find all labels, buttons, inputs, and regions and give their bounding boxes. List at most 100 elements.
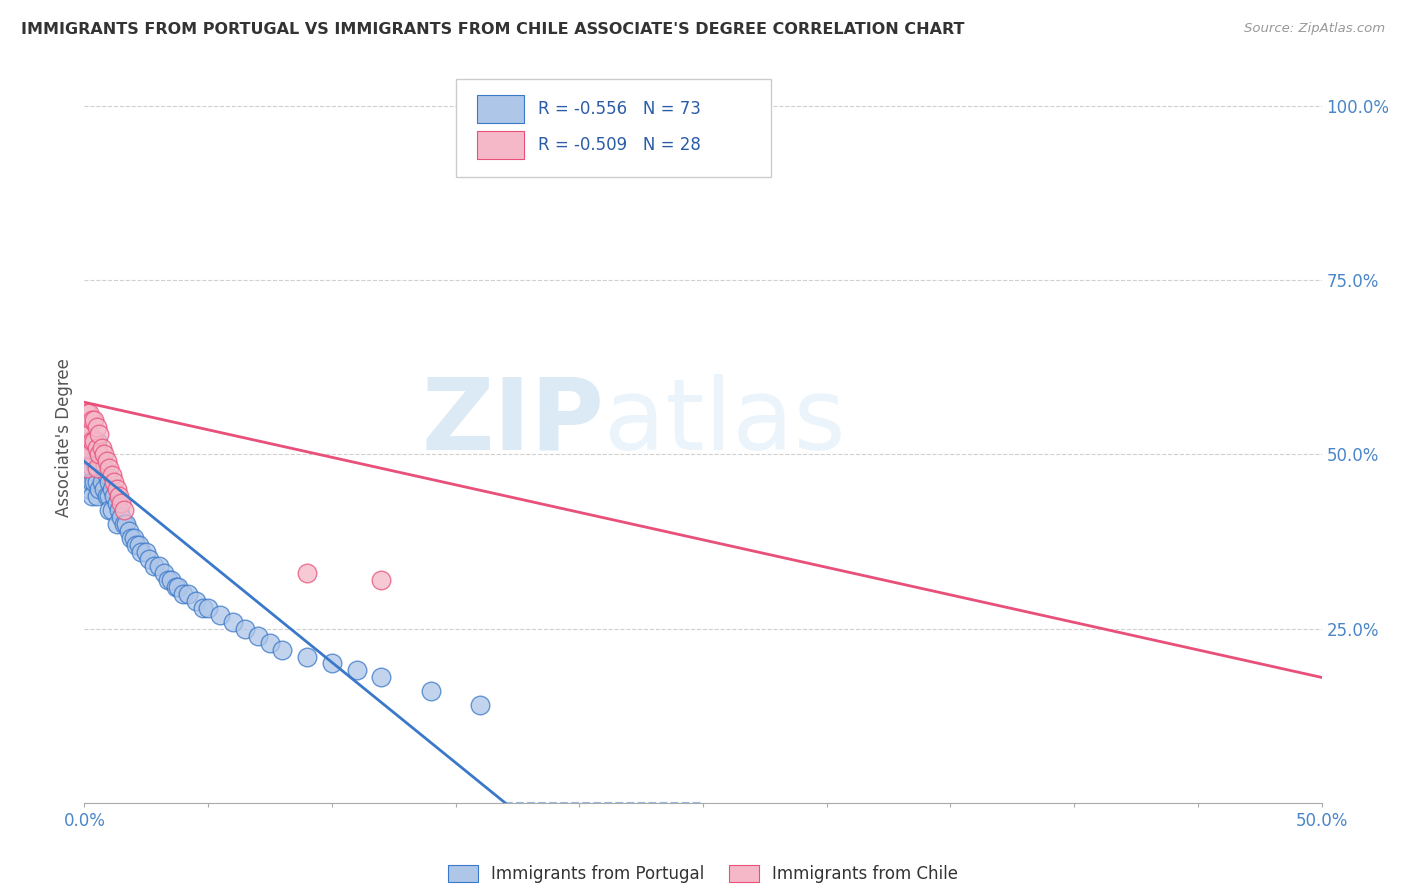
Point	[83, 434, 105, 448]
Point	[83, 412, 105, 426]
Point	[83, 441, 105, 455]
Point	[89, 461, 111, 475]
Point	[98, 475, 121, 490]
Point	[80, 475, 103, 490]
Point	[259, 635, 281, 649]
Point	[83, 454, 105, 468]
Point	[233, 622, 256, 636]
Point	[80, 461, 103, 475]
Point	[103, 475, 125, 490]
Point	[103, 489, 125, 503]
FancyBboxPatch shape	[456, 78, 770, 178]
Point	[96, 454, 118, 468]
Y-axis label: Associate's Degree: Associate's Degree	[55, 358, 73, 516]
Point	[96, 489, 118, 503]
Text: ZIP: ZIP	[422, 374, 605, 471]
Point	[105, 517, 128, 532]
Point	[122, 531, 145, 545]
Point	[105, 483, 128, 497]
Point	[86, 434, 108, 448]
Point	[86, 419, 108, 434]
Point	[89, 426, 111, 441]
Point	[295, 566, 318, 580]
Point	[86, 475, 108, 490]
Point	[191, 600, 214, 615]
Point	[125, 538, 148, 552]
Point	[112, 503, 135, 517]
Point	[370, 670, 392, 684]
Point	[86, 461, 108, 475]
Point	[160, 573, 183, 587]
Point	[100, 503, 122, 517]
Text: Source: ZipAtlas.com: Source: ZipAtlas.com	[1244, 22, 1385, 36]
Point	[110, 510, 132, 524]
Point	[76, 461, 98, 475]
Point	[370, 573, 392, 587]
Point	[135, 545, 157, 559]
Point	[295, 649, 318, 664]
Point	[79, 406, 101, 420]
Point	[86, 489, 108, 503]
Point	[129, 545, 152, 559]
Point	[142, 558, 165, 573]
Text: R = -0.556   N = 73: R = -0.556 N = 73	[538, 100, 702, 118]
Point	[120, 531, 142, 545]
Point	[128, 538, 150, 552]
Point	[419, 684, 441, 698]
Point	[86, 441, 108, 455]
Point	[76, 434, 98, 448]
Point	[76, 419, 98, 434]
Bar	[477, 95, 523, 122]
Point	[79, 441, 101, 455]
Point	[89, 448, 111, 462]
Point	[96, 468, 118, 483]
Bar	[477, 131, 523, 159]
Text: IMMIGRANTS FROM PORTUGAL VS IMMIGRANTS FROM CHILE ASSOCIATE'S DEGREE CORRELATION: IMMIGRANTS FROM PORTUGAL VS IMMIGRANTS F…	[21, 22, 965, 37]
Point	[157, 573, 180, 587]
Point	[86, 448, 108, 462]
Point	[246, 629, 269, 643]
Point	[79, 426, 101, 441]
Point	[167, 580, 190, 594]
Point	[98, 489, 121, 503]
Point	[105, 496, 128, 510]
Point	[80, 434, 103, 448]
Point	[79, 448, 101, 462]
Legend: Immigrants from Portugal, Immigrants from Chile: Immigrants from Portugal, Immigrants fro…	[441, 858, 965, 889]
Point	[76, 441, 98, 455]
Point	[177, 587, 200, 601]
Point	[108, 503, 131, 517]
Point	[79, 483, 101, 497]
Point	[90, 454, 112, 468]
Point	[76, 448, 98, 462]
Point	[90, 441, 112, 455]
Text: atlas: atlas	[605, 374, 845, 471]
Point	[80, 448, 103, 462]
Point	[90, 475, 112, 490]
Point	[79, 454, 101, 468]
Point	[110, 496, 132, 510]
Point	[108, 489, 131, 503]
Point	[80, 489, 103, 503]
Point	[321, 657, 343, 671]
Point	[165, 580, 187, 594]
Point	[76, 461, 98, 475]
Point	[98, 503, 121, 517]
Point	[83, 475, 105, 490]
Point	[346, 664, 368, 678]
Point	[80, 434, 103, 448]
Point	[115, 517, 138, 532]
Point	[118, 524, 141, 538]
Point	[470, 698, 492, 713]
Point	[89, 483, 111, 497]
Point	[93, 461, 115, 475]
Point	[93, 483, 115, 497]
Point	[148, 558, 170, 573]
Point	[100, 483, 122, 497]
Point	[209, 607, 232, 622]
Point	[222, 615, 245, 629]
Point	[98, 461, 121, 475]
Point	[93, 448, 115, 462]
Text: R = -0.509   N = 28: R = -0.509 N = 28	[538, 136, 702, 154]
Point	[79, 468, 101, 483]
